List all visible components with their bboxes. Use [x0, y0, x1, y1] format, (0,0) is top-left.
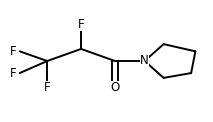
Text: F: F	[10, 67, 17, 80]
Text: F: F	[44, 81, 50, 94]
Text: F: F	[10, 45, 17, 58]
Text: O: O	[110, 81, 119, 94]
Text: F: F	[78, 18, 84, 31]
Text: N: N	[140, 55, 149, 67]
